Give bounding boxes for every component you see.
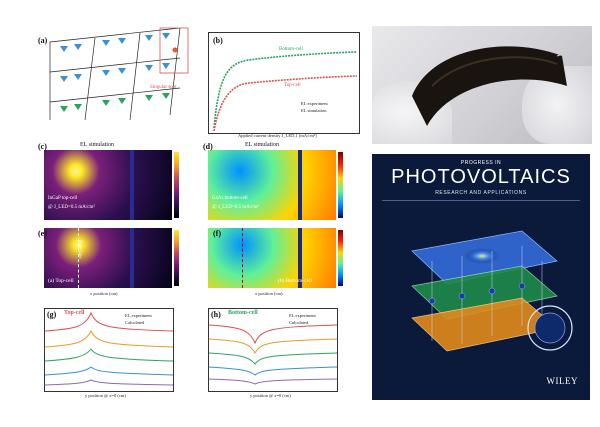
panel-g-label: (g) bbox=[47, 310, 57, 319]
panel-f-xlabel: x position (cm) bbox=[255, 291, 283, 296]
profile-lines bbox=[45, 311, 173, 386]
panel-c-density: @ J_LED=0.5 mA/cm² bbox=[48, 205, 95, 210]
panel-c-colorbar bbox=[174, 152, 179, 218]
singular-spot-label: Singular spot bbox=[150, 85, 177, 90]
busbar bbox=[298, 150, 302, 220]
curved-solar-film bbox=[412, 46, 573, 126]
panel-c-label: (c) bbox=[38, 142, 47, 151]
panel-f-el-map: (b) Bottom-cell bbox=[208, 228, 336, 288]
panel-e-colorbar bbox=[174, 230, 179, 286]
panel-f-label: (f) bbox=[213, 229, 221, 238]
flexible-cell-photo bbox=[372, 26, 592, 144]
panel-d-cell-label: GaAs bottom-cell bbox=[212, 196, 248, 201]
legend-el-experiment: EL experiment bbox=[125, 313, 152, 318]
profile-lines bbox=[209, 324, 337, 385]
panel-b-ere-plot: Bottom-cell Top-cell EL experiment EL si… bbox=[208, 32, 360, 134]
panel-h-xlabel: y position @ x=0 (cm) bbox=[250, 393, 291, 398]
panel-b-label: (b) bbox=[213, 36, 223, 45]
cover-publisher: WILEY bbox=[546, 376, 578, 386]
panel-e-label: (e) bbox=[38, 229, 47, 238]
scan-line bbox=[78, 228, 79, 288]
busbar bbox=[130, 228, 134, 288]
panel-d-el-map: GaAs bottom-cell @ J_LED=0.5 mA/cm² bbox=[208, 150, 336, 220]
panel-b-xlabel: Applied current density J_LED,1 (mA/cm²) bbox=[238, 133, 317, 138]
panel-g-profiles: EL experiment Calculated bbox=[44, 308, 174, 392]
ere-curves bbox=[213, 51, 358, 132]
panel-f-corner: (b) Bottom-cell bbox=[278, 278, 313, 284]
panel-c-cell-label: InGaP top-cell bbox=[48, 196, 78, 201]
panel-d-colorbar bbox=[338, 152, 343, 218]
cover-divider bbox=[382, 200, 580, 201]
cover-artwork bbox=[411, 230, 573, 352]
panel-d-title: EL simulation bbox=[245, 142, 279, 148]
legend-calculated: Calculated bbox=[125, 320, 145, 325]
bottom-cell-curve-label: Bottom-cell bbox=[279, 47, 303, 52]
panel-a-label: (a) bbox=[38, 36, 48, 45]
cover-brand-sub: RESEARCH AND APPLICATIONS bbox=[435, 190, 527, 196]
panel-g-xlabel: y position @ x=0 (cm) bbox=[85, 393, 126, 398]
panel-h-profiles: EL experiment Calculated bbox=[208, 308, 338, 392]
busbar bbox=[130, 150, 134, 220]
cover-brand-top: PROGRESS IN bbox=[460, 160, 502, 166]
legend-el-simulation: EL simulation bbox=[301, 108, 327, 113]
journal-cover: PROGRESS IN PHOTOVOLTAICS RESEARCH AND A… bbox=[372, 154, 590, 400]
panel-c-el-map: InGaP top-cell @ J_LED=0.5 mA/cm² bbox=[44, 150, 172, 220]
panel-e-xlabel: x position (cm) bbox=[90, 291, 118, 296]
panel-d-density: @ J_LED=0.5 mA/cm² bbox=[212, 205, 259, 210]
top-cell-curve-label: Top-cell bbox=[284, 83, 301, 88]
panel-e-el-map: Scan line (a) Top-cell bbox=[44, 228, 172, 288]
panel-h-title: Bottom-cell bbox=[228, 310, 258, 316]
busbar bbox=[298, 228, 302, 288]
legend-el-experiment: EL experiment bbox=[301, 101, 328, 106]
scan-line-label: Scan line bbox=[77, 240, 82, 259]
legend-el-experiment: EL experiment bbox=[289, 313, 316, 318]
panel-f-colorbar bbox=[338, 230, 343, 286]
panel-d-label: (d) bbox=[203, 142, 213, 151]
scan-line bbox=[242, 228, 243, 288]
panel-g-title: Top-cell bbox=[64, 310, 85, 316]
panel-e-corner: (a) Top-cell bbox=[48, 278, 74, 284]
cover-brand-main: PHOTOVOLTAICS bbox=[391, 166, 571, 188]
panel-c-title: EL simulation bbox=[80, 142, 114, 148]
panel-h-label: (h) bbox=[211, 310, 221, 319]
circuit-diagram bbox=[49, 27, 189, 121]
legend-calculated: Calculated bbox=[289, 320, 309, 325]
panel-a-circuit bbox=[40, 20, 190, 130]
